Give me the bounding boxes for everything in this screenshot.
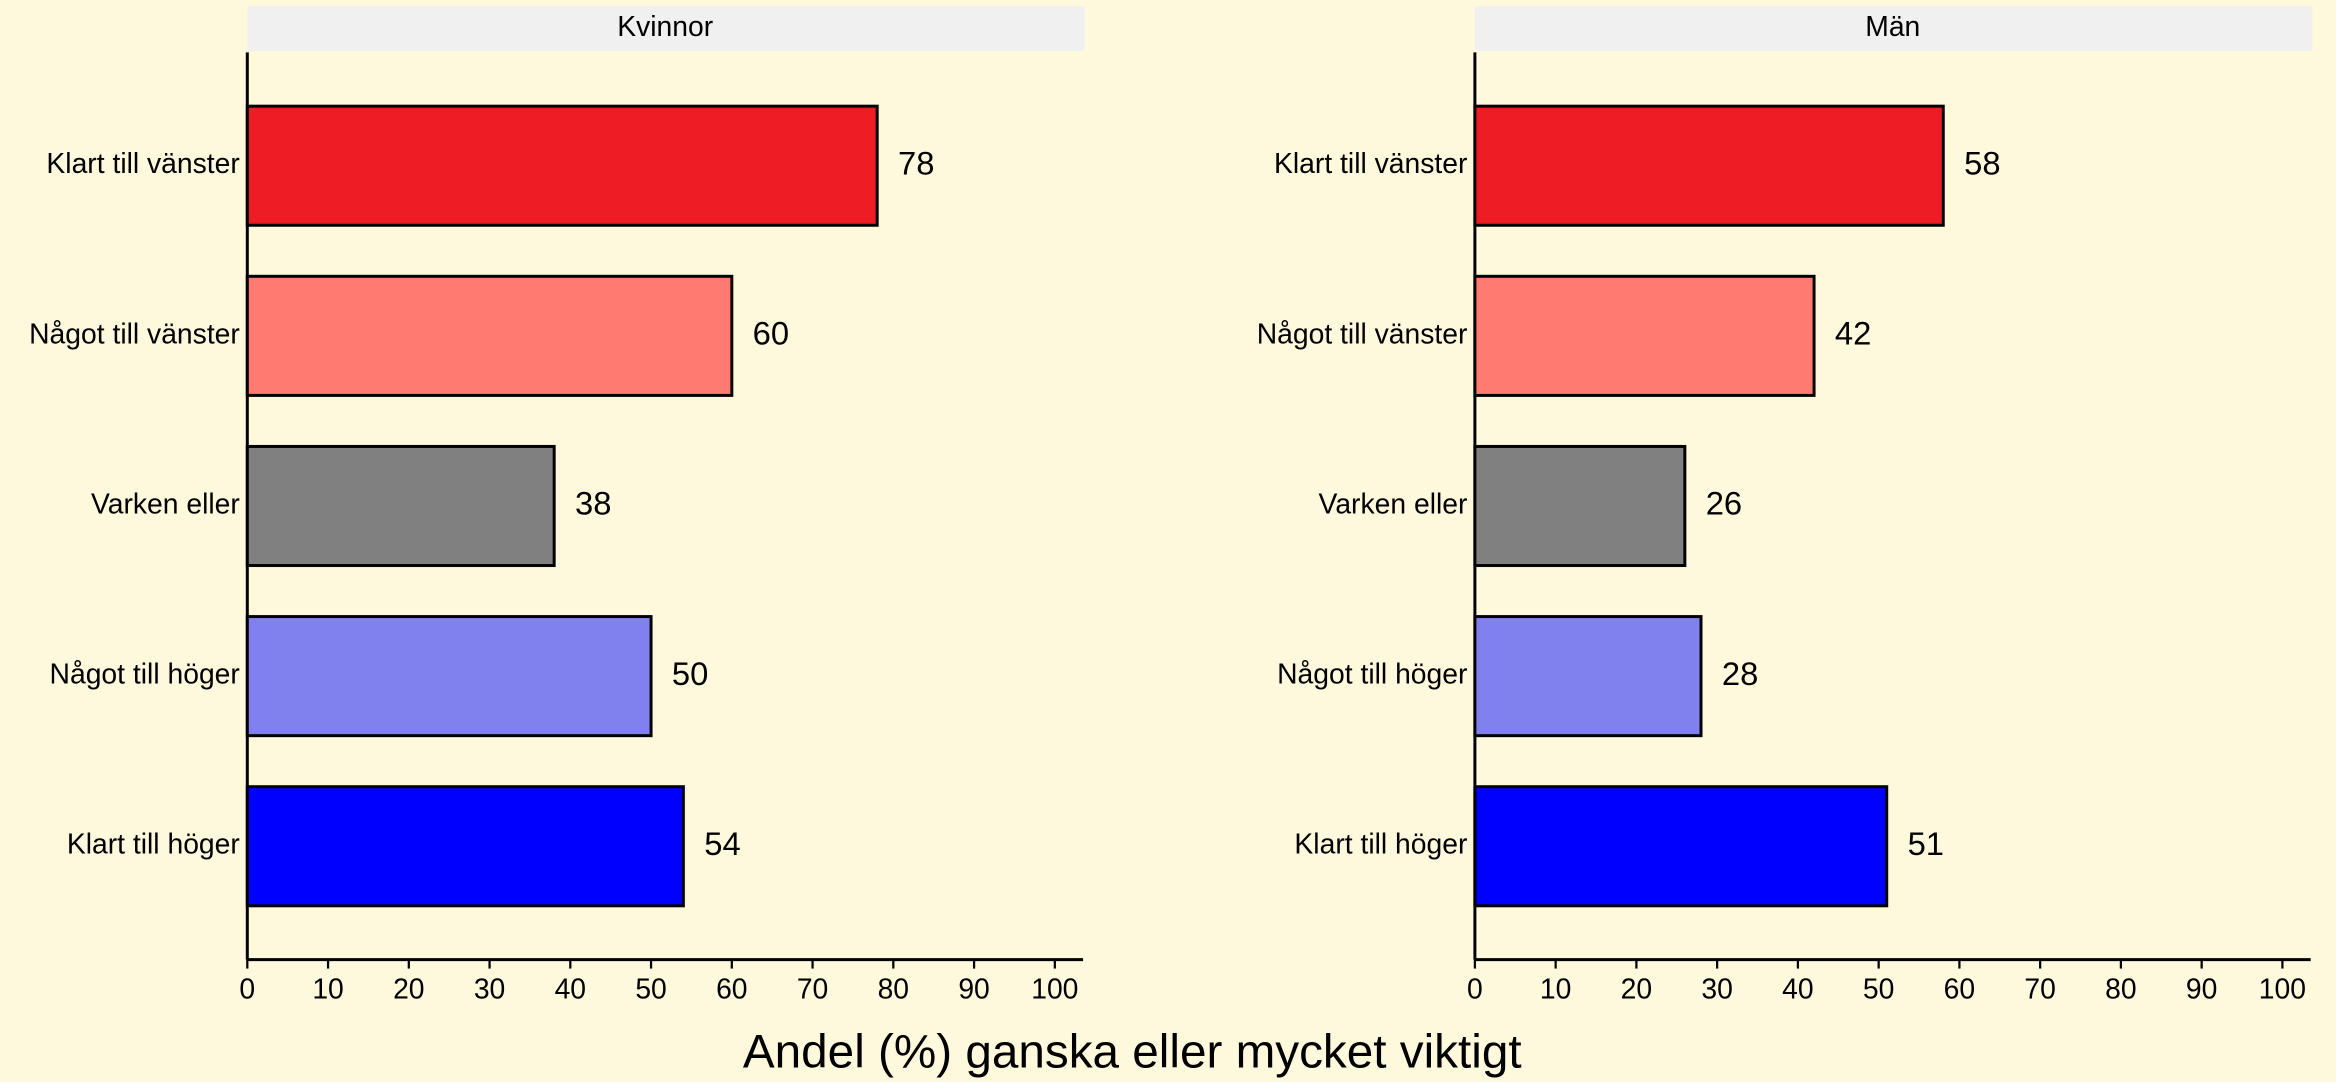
bar bbox=[245, 615, 653, 738]
x-tick-label: 80 bbox=[878, 972, 909, 1004]
x-tick-label: 20 bbox=[393, 972, 424, 1004]
y-tick-label: Klart till höger bbox=[67, 828, 240, 860]
bar bbox=[245, 444, 556, 568]
x-tick-label: 60 bbox=[716, 972, 747, 1004]
bar bbox=[1473, 274, 1816, 397]
y-tick-label: Varken eller bbox=[1319, 487, 1468, 519]
x-tick-label: 30 bbox=[474, 972, 505, 1004]
x-tick-label: 100 bbox=[2259, 972, 2306, 1004]
value-label: 58 bbox=[1964, 144, 2000, 181]
x-tick-label: 90 bbox=[958, 972, 989, 1004]
bar bbox=[245, 104, 879, 227]
value-label: 38 bbox=[575, 485, 611, 522]
x-tick-label: 10 bbox=[1540, 972, 1571, 1004]
x-tick-label: 100 bbox=[1031, 972, 1078, 1004]
x-tick-label: 50 bbox=[635, 972, 666, 1004]
x-tick-label: 0 bbox=[239, 972, 255, 1004]
x-tick-label: 20 bbox=[1621, 972, 1652, 1004]
value-label: 50 bbox=[672, 655, 708, 692]
bar bbox=[245, 274, 734, 397]
x-tick-label: 40 bbox=[1782, 972, 1813, 1004]
y-tick-label: Något till vänster bbox=[29, 317, 240, 349]
x-axis-label: Andel (%) ganska eller mycket viktigt bbox=[743, 1026, 1522, 1079]
strip bbox=[1474, 6, 2313, 51]
x-tick-label: 70 bbox=[2024, 972, 2055, 1004]
y-tick-label: Något till vänster bbox=[1257, 317, 1468, 349]
x-tick-label: 60 bbox=[1944, 972, 1975, 1004]
bar bbox=[1473, 615, 1703, 738]
value-label: 78 bbox=[898, 144, 934, 181]
y-tick-label: Klart till vänster bbox=[46, 147, 239, 179]
x-tick-label: 30 bbox=[1701, 972, 1732, 1004]
x-tick-label: 10 bbox=[312, 972, 343, 1004]
x-tick-label: 40 bbox=[555, 972, 586, 1004]
value-label: 60 bbox=[753, 315, 789, 352]
x-tick-label: 70 bbox=[797, 972, 828, 1004]
bar bbox=[1473, 444, 1687, 568]
bar bbox=[1473, 104, 1945, 227]
x-tick-label: 50 bbox=[1863, 972, 1894, 1004]
y-tick-label: Klart till höger bbox=[1294, 828, 1467, 860]
x-tick-label: 90 bbox=[2186, 972, 2217, 1004]
y-tick-label: Något till höger bbox=[1277, 658, 1467, 690]
value-label: 28 bbox=[1722, 655, 1758, 692]
bar bbox=[245, 785, 685, 908]
x-tick-label: 80 bbox=[2105, 972, 2136, 1004]
x-tick-label: 0 bbox=[1467, 972, 1483, 1004]
strip bbox=[247, 6, 1085, 51]
y-tick-label: Klart till vänster bbox=[1274, 147, 1467, 179]
value-label: 54 bbox=[704, 825, 740, 862]
y-tick-label: Något till höger bbox=[50, 658, 240, 690]
y-tick-label: Varken eller bbox=[91, 487, 240, 519]
panel-title: Män bbox=[1865, 10, 1920, 42]
value-label: 42 bbox=[1835, 315, 1871, 352]
bar bbox=[1473, 785, 1889, 908]
value-label: 26 bbox=[1706, 485, 1742, 522]
panel-title: Kvinnor bbox=[617, 10, 713, 42]
value-label: 51 bbox=[1908, 825, 1944, 862]
